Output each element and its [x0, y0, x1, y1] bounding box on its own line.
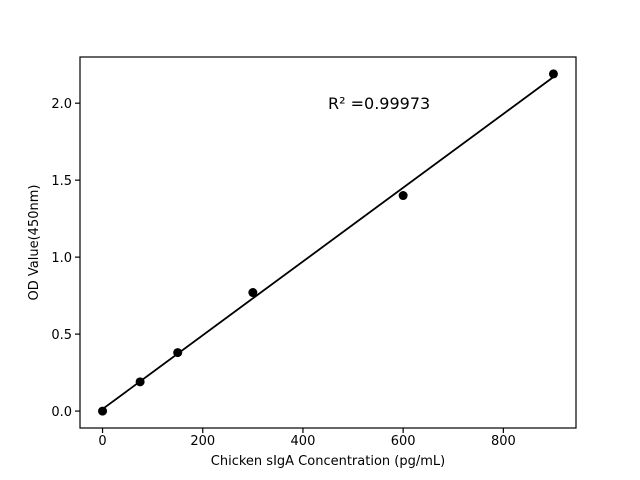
y-tick-label: 0.0	[51, 405, 72, 420]
x-tick-label: 0	[98, 434, 106, 449]
x-tick-label: 200	[190, 434, 215, 449]
x-tick-label: 600	[391, 434, 416, 449]
x-tick-label: 800	[491, 434, 516, 449]
y-axis-label: OD Value(450nm)	[27, 185, 42, 301]
data-point	[548, 69, 558, 79]
plot-border	[79, 56, 577, 429]
x-axis-label: Chicken sIgA Concentration (pg/mL)	[211, 454, 445, 469]
y-tick-label: 0.5	[51, 328, 72, 343]
data-point	[398, 191, 408, 201]
r-squared-annotation: R² =0.99973	[328, 94, 430, 113]
data-point	[173, 348, 183, 358]
x-tick-label: 400	[291, 434, 316, 449]
y-tick-label: 1.5	[51, 174, 72, 189]
y-tick-label: 1.0	[51, 251, 72, 266]
data-point	[248, 288, 258, 298]
y-tick-label: 2.0	[51, 97, 72, 112]
data-point	[98, 406, 108, 416]
data-point	[135, 377, 145, 387]
